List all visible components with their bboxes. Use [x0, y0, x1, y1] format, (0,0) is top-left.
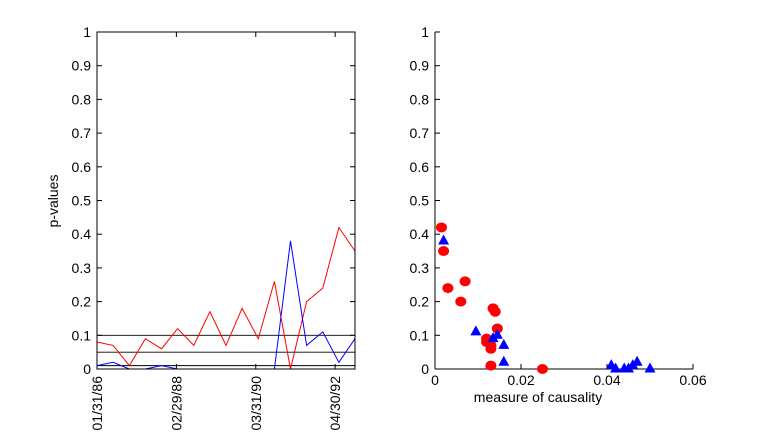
y-axis-label: p-values — [45, 175, 61, 228]
y-tick-label: 0.9 — [410, 58, 430, 74]
data-point-red-circle — [485, 340, 497, 351]
data-point-blue-triangle — [644, 362, 656, 373]
data-point-red-circle — [491, 323, 503, 334]
data-point-blue-triangle — [610, 362, 622, 373]
y-tick-label: 0.4 — [410, 226, 430, 242]
data-point-blue-triangle — [498, 338, 510, 349]
data-point-red-circle — [537, 364, 548, 374]
y-tick-label: 0.5 — [410, 193, 430, 209]
data-point-blue-triangle — [631, 355, 643, 366]
y-tick-label: 0.8 — [72, 91, 92, 107]
series-line-blue — [96, 240, 356, 370]
causality-scatter-chart: 0 0.1 0.2 0.3 0.4 0.5 0.6 0.7 0.8 0.9 1 0 0.02 0.04 0.… — [410, 24, 707, 405]
data-point-blue-triangle — [470, 325, 482, 336]
data-point-red-circle — [489, 306, 501, 317]
data-point-red-circle — [438, 246, 450, 257]
x-tick-label: 0 — [431, 372, 439, 388]
plot-frame — [96, 31, 356, 370]
series-line-red — [96, 226, 356, 370]
data-point-red-circle — [459, 276, 471, 287]
x-tick-label: 01/31/86 — [89, 376, 105, 431]
x-tick-label: 0.04 — [593, 372, 620, 388]
data-point-blue-triangle — [491, 328, 503, 339]
y-tick-label: 1 — [83, 24, 91, 40]
y-tick-label: 0.1 — [410, 327, 430, 343]
y-tick-label: 0.2 — [410, 294, 430, 310]
y-tick-label: 0.5 — [72, 193, 92, 209]
data-point-blue-triangle — [498, 355, 510, 366]
y-tick-label: 0.8 — [410, 91, 430, 107]
y-tick-label: 0.6 — [72, 159, 92, 175]
y-tick-label: 0.4 — [72, 226, 92, 242]
x-tick-label: 0.06 — [679, 372, 706, 388]
data-point-blue-triangle — [438, 234, 450, 245]
y-tick-label: 0.7 — [410, 125, 430, 141]
y-tick-label: 0.7 — [72, 125, 92, 141]
data-point-red-circle — [485, 360, 497, 371]
y-tick-label: 0.9 — [72, 58, 92, 74]
y-tick-label: 0.6 — [410, 159, 430, 175]
x-tick-label: 0.02 — [507, 372, 534, 388]
x-axis-label: measure of causality — [474, 389, 602, 405]
data-point-red-circle — [442, 283, 454, 294]
x-tick-label: 04/30/92 — [327, 376, 343, 431]
x-tick-label: 02/29/88 — [168, 376, 184, 431]
pvalue-time-series-chart: 0 0.1 0.2 0.3 0.4 0.5 0.6 0.7 0.8 0.9 1 01/31/86 02/… — [45, 24, 356, 431]
data-point-red-circle — [455, 296, 467, 307]
data-point-red-circle — [435, 222, 447, 233]
y-tick-label: 0.3 — [72, 260, 92, 276]
y-tick-label: 1 — [421, 24, 429, 40]
y-tick-label: 0 — [421, 361, 429, 377]
y-tick-label: 0.2 — [72, 294, 92, 310]
y-tick-label: 0.3 — [410, 260, 430, 276]
y-tick-label: 0.1 — [72, 327, 92, 343]
y-tick-label: 0 — [83, 361, 91, 377]
x-tick-label: 03/31/90 — [248, 376, 264, 431]
